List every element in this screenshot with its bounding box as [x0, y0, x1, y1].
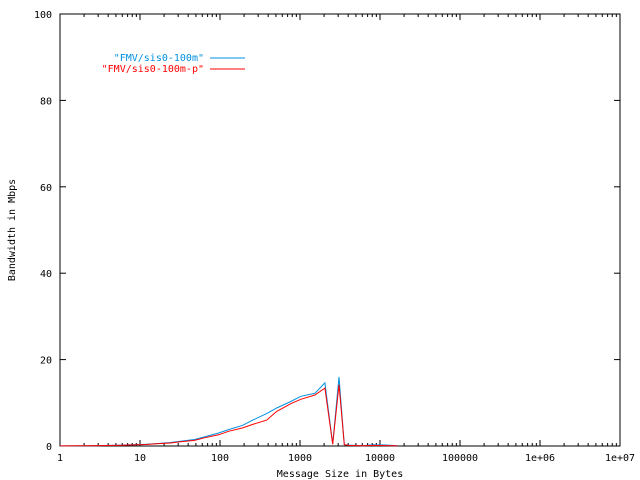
x-tick-label: 1e+06 — [525, 453, 555, 464]
y-tick-label: 80 — [40, 96, 52, 107]
x-tick-label: 1e+07 — [605, 453, 635, 464]
plot-frame — [59, 13, 621, 447]
series-layer — [59, 376, 398, 447]
axis-ticks: 0 20 40 60 80 100 1 10 100 1000 10000 100000 1e+06 1e… — [34, 10, 635, 464]
y-tick-label: 0 — [46, 442, 52, 453]
x-tick-label: 1 — [57, 453, 63, 464]
series-line-1 — [59, 376, 398, 447]
x-tick-label: 100000 — [442, 453, 478, 464]
legend: "FMV/sis0-100m""FMV/sis0-100m-p" — [102, 53, 245, 75]
y-tick-label: 40 — [40, 269, 52, 280]
series-line-2 — [59, 384, 398, 447]
y-tick-label: 100 — [34, 10, 52, 21]
y-axis-title: Bandwidth in Mbps — [7, 179, 18, 281]
x-axis-title: Message Size in Bytes — [277, 469, 403, 480]
x-tick-label: 100 — [211, 453, 229, 464]
legend-label-1: "FMV/sis0-100m" — [114, 53, 204, 64]
legend-label-2: "FMV/sis0-100m-p" — [102, 64, 204, 75]
y-tick-label: 20 — [40, 356, 52, 367]
y-tick-label: 60 — [40, 183, 52, 194]
x-tick-label: 1000 — [288, 453, 312, 464]
x-tick-label: 10 — [134, 453, 146, 464]
x-tick-label: 10000 — [365, 453, 395, 464]
